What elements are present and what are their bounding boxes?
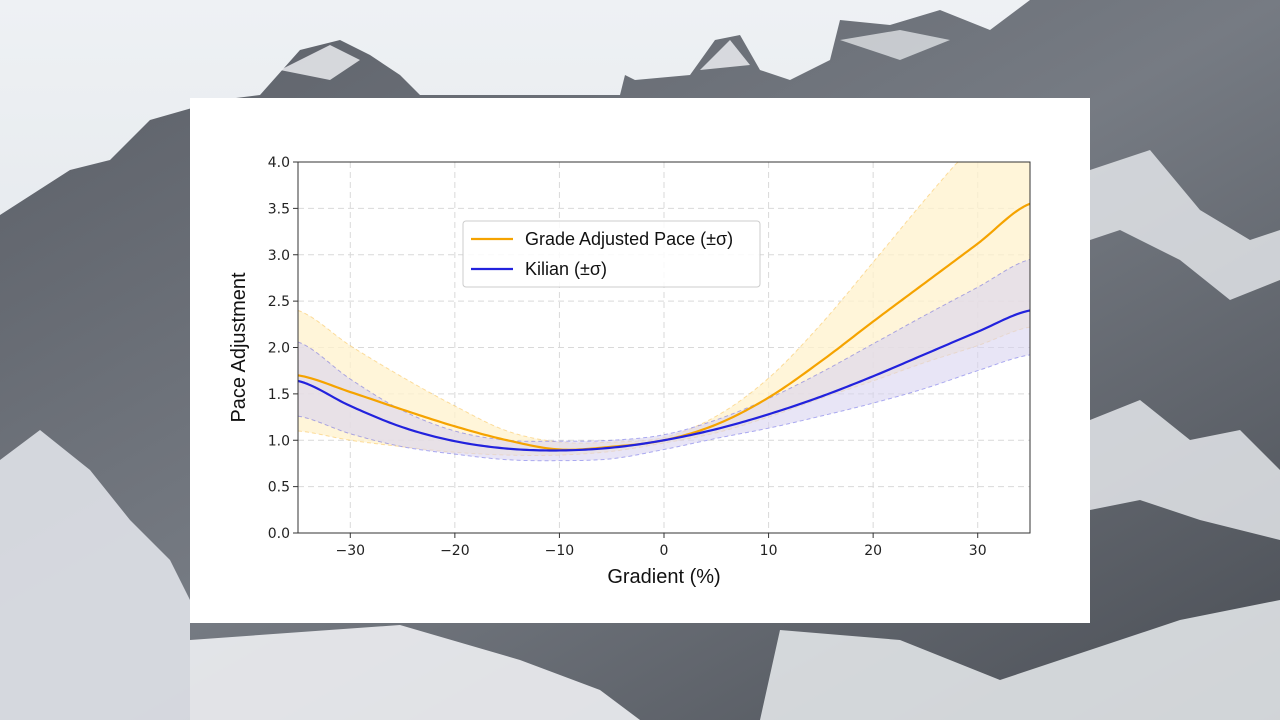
- band-lower-edge: [297, 354, 1031, 462]
- series-line-kilian: [297, 309, 1031, 452]
- chart-panel: −30 −20 −10 0 10 20 30 0.0 0.5 1.0 1.5 2.0 2.5 3.0 3.5…: [190, 98, 1090, 623]
- y-tick-label: 2.0: [268, 341, 290, 357]
- band-upper-edge: [297, 258, 1031, 442]
- x-tick-label: −10: [545, 543, 575, 559]
- series-lines: [297, 202, 1031, 452]
- x-axis-title: Gradient (%): [607, 566, 720, 588]
- uncertainty-bands: [297, 161, 1031, 462]
- y-tick-label: 1.0: [268, 433, 290, 449]
- y-axis-title: Pace Adjustment: [228, 272, 250, 423]
- x-tick-label: 0: [660, 543, 669, 559]
- y-tick-label: 0.0: [268, 526, 290, 542]
- x-tick-label: −30: [336, 543, 366, 559]
- y-tick-label: 2.5: [268, 294, 290, 310]
- y-tick-label: 3.5: [268, 201, 290, 217]
- pace-adjustment-chart: −30 −20 −10 0 10 20 30 0.0 0.5 1.0 1.5 2.0 2.5 3.0 3.5…: [228, 155, 1031, 588]
- legend-label: Grade Adjusted Pace (±σ): [525, 229, 733, 249]
- legend-box: [462, 220, 761, 288]
- y-tick-label: 1.5: [268, 387, 290, 403]
- axis-ticks: −30 −20 −10 0 10 20 30 0.0 0.5 1.0 1.5 2.0 2.5 3.0 3.5…: [268, 155, 987, 559]
- x-tick-label: 20: [864, 543, 882, 559]
- x-tick-label: 10: [760, 543, 778, 559]
- band-kilian: [298, 259, 1030, 461]
- y-tick-label: 3.0: [268, 248, 290, 264]
- y-tick-label: 4.0: [268, 155, 290, 171]
- legend: Grade Adjusted Pace (±σ) Kilian (±σ): [462, 220, 761, 288]
- x-tick-label: −20: [440, 543, 470, 559]
- legend-label: Kilian (±σ): [525, 259, 607, 279]
- y-tick-label: 0.5: [268, 480, 290, 496]
- x-tick-label: 30: [969, 543, 987, 559]
